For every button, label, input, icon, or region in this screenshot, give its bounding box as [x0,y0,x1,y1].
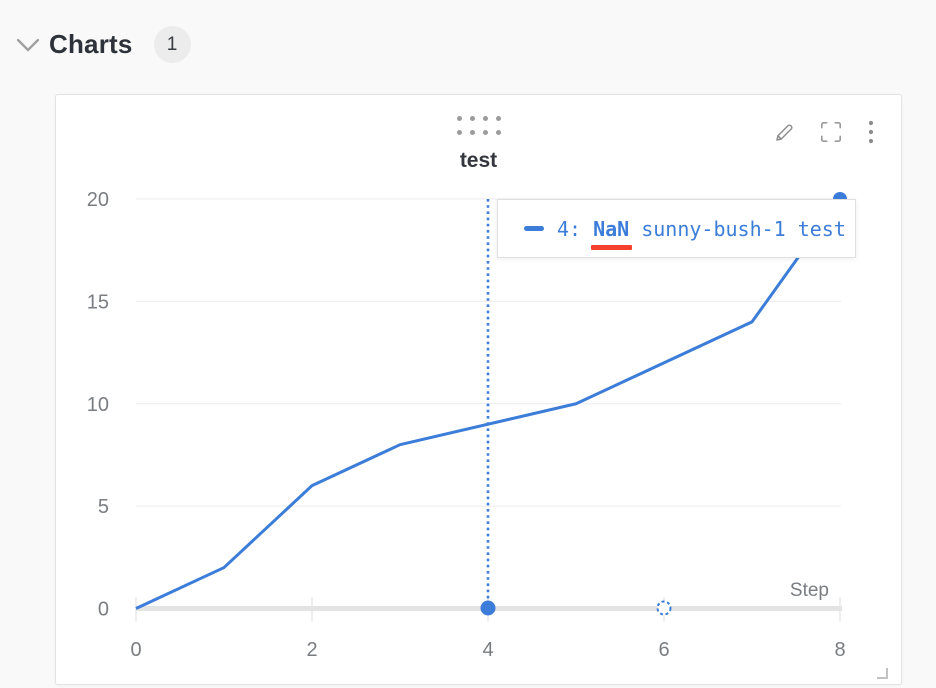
drag-dot [470,116,475,121]
drag-dot [470,130,475,135]
drag-dot [457,116,462,121]
drag-dot [483,130,488,135]
chart-plot-area[interactable]: 0 5 10 15 20 0 2 4 6 8 Step [56,95,901,684]
y-tick-label: 15 [87,291,109,313]
nan-marker [656,600,672,616]
chevron-down-icon[interactable] [16,37,40,53]
x-tick-label: 0 [130,639,141,661]
x-tick-label: 6 [658,639,669,661]
charts-count-badge: 1 [153,26,191,63]
drag-handle-icon[interactable] [457,116,501,135]
x-tick-label: 2 [306,639,317,661]
chart-panel: test 0 5 10 15 20 0 2 4 6 8 Step 4: NaN sunny-bush… [55,94,902,685]
drag-dot [496,116,501,121]
edit-pencil-icon[interactable] [773,121,796,144]
section-title: Charts [49,29,133,59]
series-color-dash-icon [524,226,544,231]
drag-dot [496,130,501,135]
kebab-menu-icon[interactable] [866,119,876,145]
drag-dot [483,116,488,121]
x-tick-label: 8 [834,639,845,661]
y-tick-label: 0 [98,599,109,621]
y-tick-label: 20 [87,189,109,211]
x-axis-label: Step [790,580,829,601]
series-line [135,198,842,610]
tooltip-step-value: 4: [557,216,582,241]
chart-tooltip: 4: NaN sunny-bush-1 test [497,199,856,258]
tooltip-nan-value: NaN [591,216,633,250]
tooltip-run-name: sunny-bush-1 [641,216,786,241]
panel-toolbar [773,119,876,145]
drag-dot [457,130,462,135]
tooltip-metric-name: test [797,216,846,241]
x-tick-label: 4 [482,639,493,661]
chart-title: test [459,149,498,172]
nan-marker-hovered [480,600,496,616]
charts-section-header: Charts 1 [16,26,191,63]
panel-resize-handle[interactable] [877,668,888,679]
y-tick-label: 5 [98,496,109,518]
y-tick-label: 10 [87,394,109,416]
fullscreen-icon[interactable] [818,119,844,145]
